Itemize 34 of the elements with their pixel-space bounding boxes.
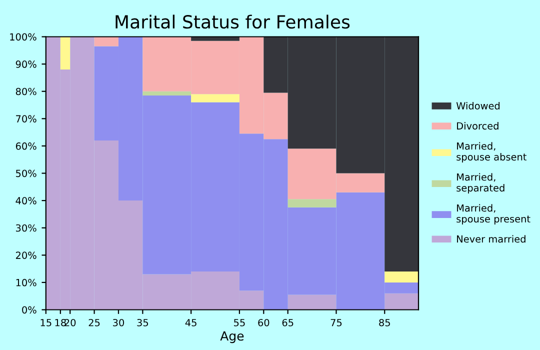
x-tick-label: 65 [282, 318, 294, 326]
y-tick-label: 0% [22, 306, 36, 314]
legend-label: Married, spouse present [456, 204, 530, 224]
y-tick-label: 10% [16, 278, 36, 286]
x-tick-label: 20 [64, 318, 76, 326]
x-axis-title: Age [220, 331, 244, 344]
chart-title: Marital Status for Females [116, 14, 350, 29]
y-tick-label: 40% [16, 197, 36, 204]
bar [384, 272, 418, 282]
x-tick-label: 15 [40, 319, 52, 326]
bar [142, 91, 192, 96]
y-tick-label: 50% [16, 170, 36, 178]
y-tick-label: 20% [16, 252, 36, 259]
y-tick-label: 90% [16, 60, 36, 68]
x-tick-label: 60 [258, 318, 270, 326]
y-tick-label: 70% [16, 115, 36, 122]
y-tick-label: 100% [10, 33, 36, 41]
x-tick-label: 35 [137, 318, 148, 326]
legend-label: Divorced [457, 122, 498, 130]
x-tick-label: 30 [113, 318, 124, 326]
y-tick-label: 80% [16, 88, 36, 96]
legend-label: Never married [457, 235, 526, 243]
x-tick-label: 25 [88, 318, 100, 326]
y-tick-label: 60% [16, 142, 36, 150]
legend-label: Widowed [456, 102, 500, 110]
x-tick-label: 75 [330, 319, 342, 326]
x-tick-label: 45 [185, 319, 196, 326]
x-tick-label: 55 [234, 319, 245, 326]
x-tick-label: 18 [55, 318, 66, 326]
legend-label: Married, spouse absent [456, 142, 526, 162]
x-tick-label: 85 [379, 318, 390, 326]
bar [288, 199, 336, 208]
y-tick-label: 30% [16, 224, 36, 232]
legend-label: Married, separated [456, 173, 504, 194]
